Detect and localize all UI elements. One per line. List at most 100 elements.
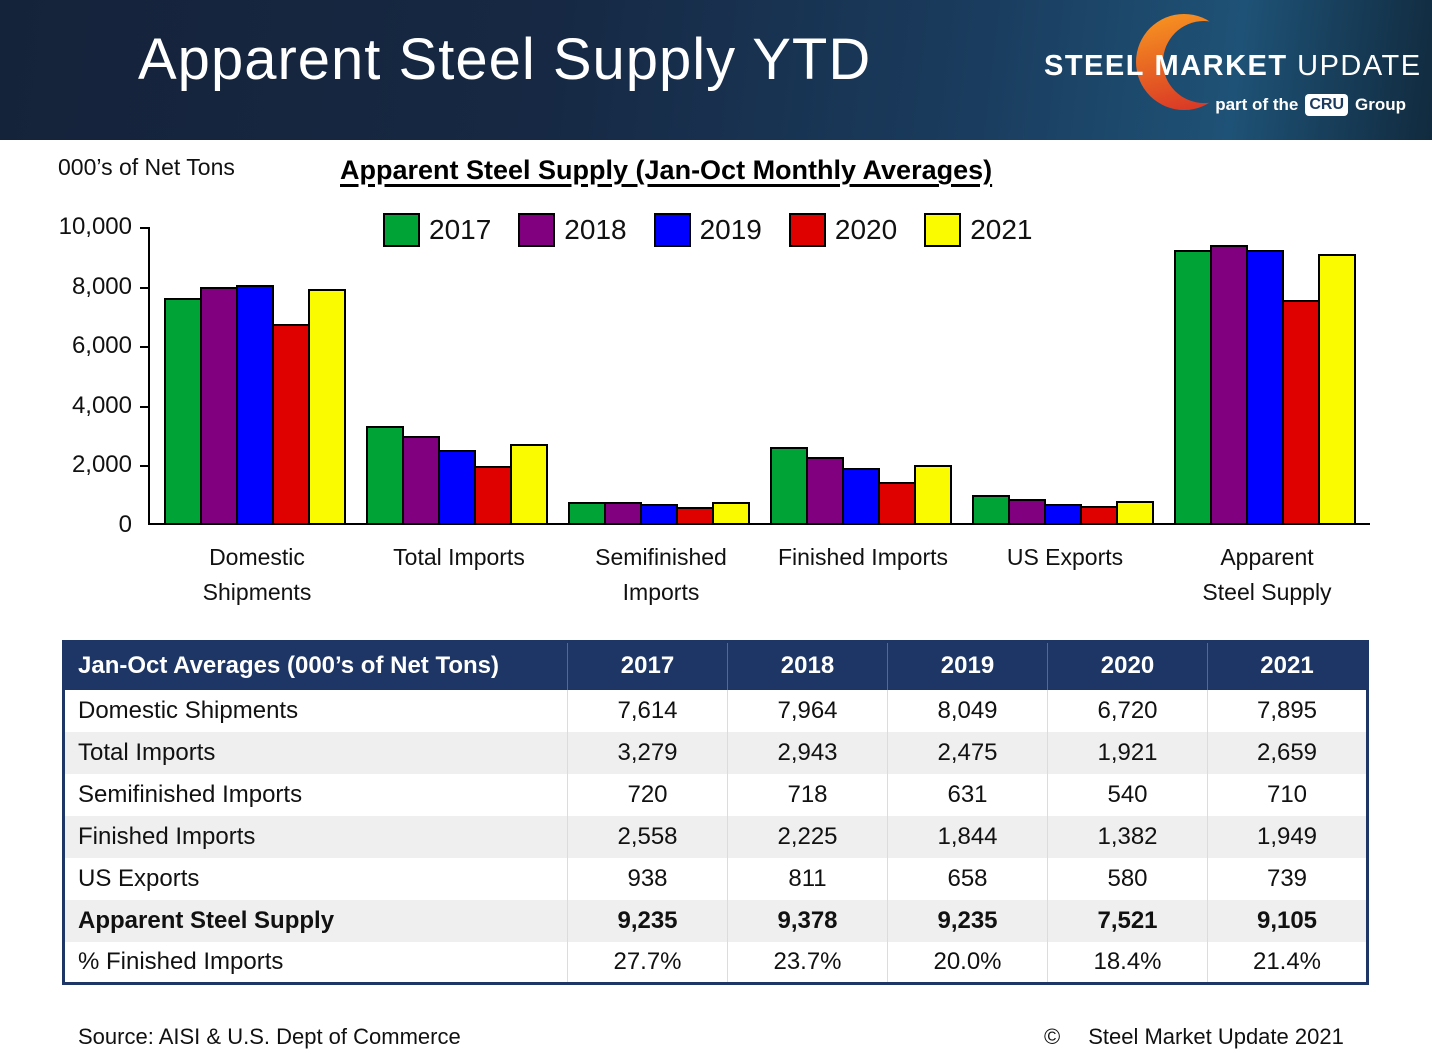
- cell-semifinished-imports-2021: 710: [1207, 773, 1368, 816]
- cell-us-exports-2017: 938: [567, 857, 728, 900]
- chart-plot-area: [140, 227, 1370, 525]
- cell--finished-imports-2020: 18.4%: [1047, 941, 1208, 984]
- category-label-line: Shipments: [202, 578, 312, 605]
- legend-item-2020: 2020: [788, 213, 898, 247]
- bar-group-domestic-shipments: [164, 227, 354, 523]
- bar-2019-us-exports: [1044, 503, 1082, 523]
- category-label-line: Domestic: [209, 544, 305, 570]
- legend-label-2019: 2019: [699, 214, 762, 245]
- bar-2020-apparent-steel-supply: [1282, 300, 1320, 523]
- logo-wordmark: STEEL MARKET UPDATE: [1044, 50, 1422, 83]
- bar-group-finished-imports: [770, 227, 960, 523]
- legend-swatch-2017: [383, 213, 420, 247]
- table-header-year-2017: 2017: [567, 641, 728, 690]
- bar-2021-us-exports: [1116, 501, 1154, 523]
- bar-2020-total-imports: [474, 466, 512, 523]
- y-tick-mark: [140, 346, 149, 349]
- category-label-us-exports: US Exports: [964, 540, 1166, 575]
- table-row-us-exports: US Exports 938 811 658 580 739: [64, 857, 1368, 900]
- copyright-text: Steel Market Update 2021: [1088, 1024, 1344, 1049]
- bar-2019-finished-imports: [842, 468, 880, 523]
- y-tick-label-10-000: 10,000: [58, 213, 132, 240]
- category-label-line: Apparent: [1220, 544, 1314, 570]
- cell-us-exports-2019: 658: [887, 857, 1048, 900]
- y-tick-label-2-000: 2,000: [71, 451, 132, 479]
- logo-word-update: UPDATE: [1297, 50, 1422, 82]
- steel-market-update-logo: STEEL MARKET UPDATE part of the CRU Grou…: [1042, 12, 1420, 128]
- chart-title: Apparent Steel Supply (Jan-Oct Monthly A…: [340, 155, 993, 185]
- category-label-total-imports: Total Imports: [358, 540, 560, 575]
- y-tick-label-8-000: 8,000: [71, 272, 132, 300]
- cell-total-imports-2017: 3,279: [567, 731, 728, 774]
- legend-label-2017: 2017: [429, 214, 492, 245]
- category-label-finished-imports: Finished Imports: [762, 540, 964, 575]
- bar-2017-finished-imports: [770, 447, 808, 523]
- y-tick-mark: [140, 405, 149, 408]
- cell-semifinished-imports-2017: 720: [567, 773, 728, 816]
- table-header-year-2020: 2020: [1047, 641, 1208, 690]
- cell--finished-imports-2019: 20.0%: [887, 941, 1048, 984]
- cell-us-exports-2021: 739: [1207, 857, 1368, 900]
- row-label: Semifinished Imports: [78, 780, 303, 808]
- cell-total-imports-2019: 2,475: [887, 731, 1048, 774]
- bar-2018-finished-imports: [806, 457, 844, 523]
- bar-2017-apparent-steel-supply: [1174, 249, 1212, 523]
- data-table: Jan-Oct Averages (000’s of Net Tons) 2017…: [62, 640, 1369, 985]
- cell-apparent-steel-supply-2021: 9,105: [1207, 899, 1368, 942]
- table-header-year-2018: 2018: [727, 641, 888, 690]
- cell-domestic-shipments-2017: 7,614: [567, 689, 728, 732]
- legend-swatch-2021: [924, 213, 962, 247]
- source-note: Source: AISI & U.S. Dept of Commerce: [78, 1024, 461, 1049]
- cell--finished-imports-2017: 27.7%: [567, 941, 728, 984]
- logo-word-steel: STEEL: [1044, 50, 1145, 82]
- cell--finished-imports-2018: 23.7%: [727, 941, 888, 984]
- category-label-apparent-steel-supply: Apparent Steel Supply: [1166, 540, 1368, 609]
- cell-semifinished-imports-2020: 540: [1047, 773, 1208, 816]
- table-row-total-imports: Total Imports 3,279 2,943 2,475 1,921 2,659: [63, 731, 1368, 774]
- bar-2018-us-exports: [1008, 499, 1046, 523]
- cell-apparent-steel-supply-2019: 9,235: [887, 899, 1048, 942]
- y-tick-label-0: 0: [118, 511, 132, 538]
- cell-finished-imports-2018: 2,225: [727, 815, 888, 858]
- legend-swatch-2020: [788, 213, 826, 247]
- cell--finished-imports-2021: 21.4%: [1207, 941, 1368, 984]
- table-row-finished-imports: Finished Imports 2,558 2,225 1,844 1,382 1,94…: [63, 815, 1368, 858]
- legend-item-2018: 2018: [518, 213, 627, 247]
- y-tick-label-4-000: 4,000: [71, 391, 132, 419]
- legend-label-2021: 2021: [970, 214, 1033, 245]
- y-tick-mark: [140, 465, 149, 468]
- cell-semifinished-imports-2019: 631: [887, 773, 1048, 816]
- category-label-domestic-shipments: Domestic Shipments: [156, 540, 358, 609]
- cell-total-imports-2018: 2,943: [727, 731, 888, 774]
- page-title: Apparent Steel Supply YTD: [138, 27, 872, 92]
- cell-finished-imports-2017: 2,558: [567, 815, 728, 858]
- bar-2017-domestic-shipments: [164, 297, 202, 523]
- header-band: Apparent Steel Supply YTD STEEL MARKET U…: [0, 0, 1432, 140]
- logo-tagline: part of the CRU Group: [1215, 94, 1406, 116]
- bar-group-total-imports: [366, 227, 556, 523]
- cell-finished-imports-2020: 1,382: [1047, 815, 1208, 858]
- category-label-line: Imports: [622, 578, 700, 605]
- cell-apparent-steel-supply-2020: 7,521: [1047, 899, 1208, 942]
- legend-item-2017: 2017: [383, 213, 491, 247]
- legend-item-2019: 2019: [653, 213, 762, 247]
- row-label: Apparent Steel Supply: [63, 899, 568, 942]
- legend-label-2020: 2020: [834, 214, 898, 245]
- category-label-semifinished-imports: Semifinished Imports: [560, 540, 762, 609]
- copyright-note: © Steel Market Update 2021: [1044, 1024, 1344, 1050]
- bar-2019-apparent-steel-supply: [1246, 249, 1284, 523]
- bar-2020-finished-imports: [878, 482, 916, 523]
- copyright-symbol: ©: [1044, 1024, 1061, 1049]
- table-header-year-2019: 2019: [887, 641, 1048, 690]
- cell-us-exports-2020: 580: [1047, 857, 1208, 900]
- table-row-semifinished-imports: Semifinished Imports 720 718 631 540 710: [64, 773, 1368, 816]
- bar-2020-semifinished-imports: [676, 507, 714, 523]
- bar-2017-total-imports: [366, 425, 404, 523]
- bar-2019-domestic-shipments: [236, 284, 274, 523]
- bar-2020-us-exports: [1080, 505, 1118, 523]
- cell-finished-imports-2021: 1,949: [1207, 815, 1368, 858]
- bar-group-us-exports: [972, 227, 1162, 523]
- table-header-label: Jan-Oct Averages (000’s of Net Tons): [63, 641, 568, 690]
- cell-semifinished-imports-2018: 718: [727, 773, 888, 816]
- row-label: Total Imports: [63, 731, 568, 774]
